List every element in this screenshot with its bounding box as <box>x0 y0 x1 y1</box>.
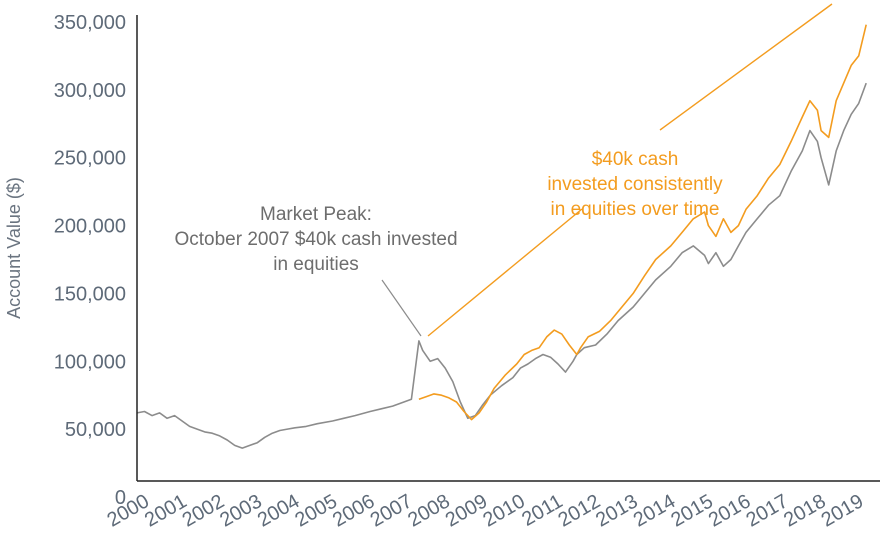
x-tick-label: 2019 <box>818 490 868 531</box>
series-layer <box>136 24 867 449</box>
y-tick-label: 300,000 <box>54 80 126 102</box>
series-line-consistent <box>418 24 867 421</box>
y-tick-labels: 0 50,000 100,000 150,000 200,000 250,000 300,0… <box>54 12 126 509</box>
market-peak-leader-line <box>381 279 422 337</box>
consistent-annotation-line-2: invested consistently <box>547 174 723 195</box>
x-tick-labels: 2000200120022003200420052006200720082009… <box>103 490 867 531</box>
market-peak-annotation-line-1: Market Peak: <box>260 204 372 225</box>
axes <box>136 15 880 482</box>
consistent-annotation-line-1: $40k cash <box>592 149 679 170</box>
y-tick-label: 250,000 <box>54 148 126 170</box>
market-peak-annotation: Market Peak: October 2007 $40k cash inve… <box>174 204 457 275</box>
y-tick-label: 0 <box>115 487 126 509</box>
y-tick-label: 100,000 <box>54 351 126 373</box>
consistent-leader-line-top <box>659 3 833 131</box>
y-tick-label: 150,000 <box>54 283 126 305</box>
market-peak-annotation-line-3: in equities <box>273 254 359 275</box>
y-tick-label: 200,000 <box>54 216 126 238</box>
y-tick-label: 50,000 <box>65 419 126 441</box>
consistent-leader-line-bottom <box>427 208 583 337</box>
consistent-annotation-line-3: in equities over time <box>551 199 720 220</box>
y-tick-label: 350,000 <box>54 12 126 34</box>
market-peak-annotation-line-2: October 2007 $40k cash invested <box>174 229 457 250</box>
annotation-leader-lines <box>381 3 833 337</box>
consistent-investing-annotation: $40k cash invested consistently in equit… <box>547 149 723 220</box>
y-axis-label: Account Value ($) <box>4 177 24 319</box>
series-line-lump-sum <box>136 82 867 449</box>
